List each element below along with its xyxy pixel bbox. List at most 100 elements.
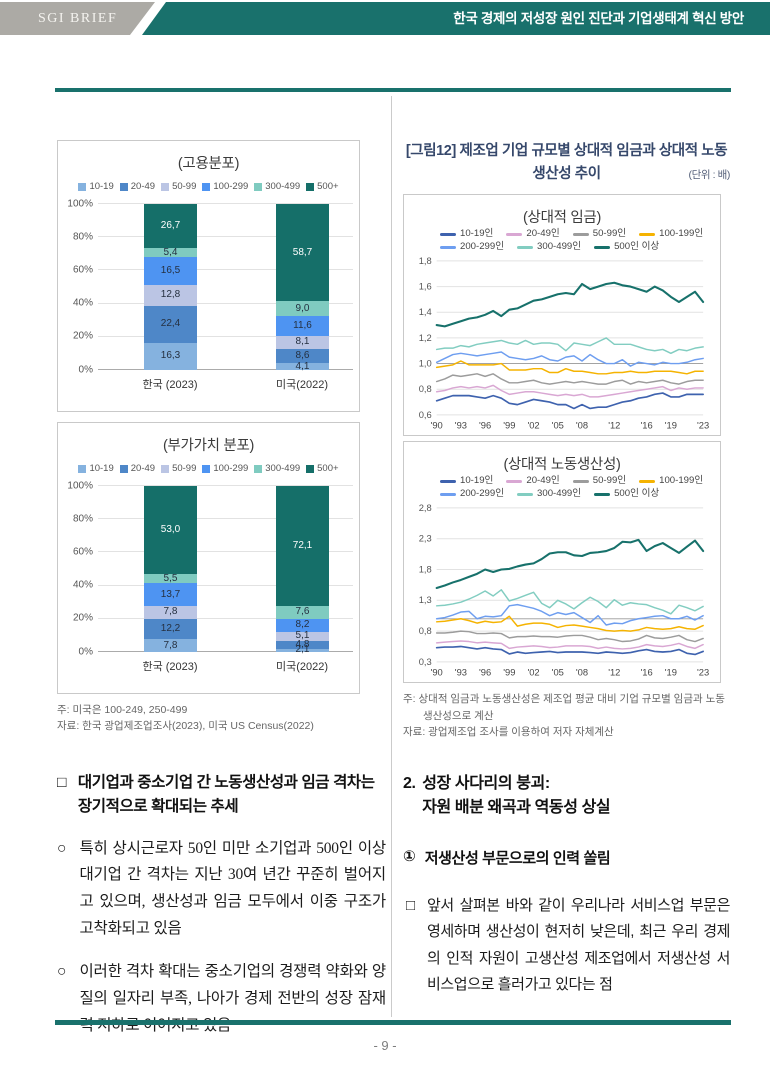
bar-plot-area: 0% 20% 40% 60% 80% 100% 16,3 22,4 12,8 16,5 5,4 26,…: [67, 198, 353, 375]
right-column: [그림12] 제조업 기업 규모별 상대적 임금과 상대적 노동생산성 추이 (…: [403, 140, 730, 998]
legend-line-swatch: [639, 480, 656, 483]
bottom-rule: [55, 1020, 731, 1025]
bullet-item: ○ 특히 상시근로자 50인 미만 소기업과 500인 이상 대기업 간 격차는…: [57, 836, 386, 943]
svg-text:'12: '12: [608, 421, 620, 431]
bar-segment: 22,4: [144, 305, 197, 343]
svg-text:'99: '99: [503, 668, 515, 678]
figure-title-text: [그림12] 제조업 기업 규모별 상대적 임금과 상대적 노동생산성 추이: [405, 143, 728, 183]
relative-wage-chart: (상대적 임금) 10-19인 20-49인 50-99인 100-199인 200-2…: [403, 194, 721, 437]
svg-text:'23: '23: [697, 421, 709, 431]
legend-line-swatch: [594, 246, 611, 249]
legend-swatch: [254, 464, 263, 473]
bar-segment: 72,1: [276, 486, 329, 606]
relative-productivity-chart: (상대적 노동생산성) 10-19인 20-49인 50-99인 100-199인 20…: [403, 441, 721, 684]
legend-swatch: [119, 464, 128, 473]
legend-swatch: [78, 464, 87, 473]
legend-line-swatch: [440, 480, 456, 483]
legend-item: 50-99인: [572, 228, 626, 240]
svg-text:'19: '19: [665, 668, 677, 678]
document-title: 한국 경제의 저성장 원인 진단과 기업생태계 혁신 방안: [453, 11, 744, 26]
svg-text:1,0: 1,0: [419, 359, 432, 369]
legend-item: 10-19인: [440, 475, 493, 487]
svg-text:'02: '02: [527, 421, 539, 431]
bullet-text: 이러한 격차 확대는 중소기업의 경쟁력 약화와 양질의 일자리 부족, 나아가…: [79, 963, 386, 1034]
svg-text:0,6: 0,6: [419, 410, 432, 420]
body-paragraph: □ 앞서 살펴본 바와 같이 우리나라 서비스업 부문은 영세하며 생산성이 현…: [403, 893, 730, 998]
legend-swatch: [306, 182, 315, 191]
chart-body: 10-19 20-49 50-99 100-299 300-499 500+ 0% 20% 40…: [58, 463, 359, 673]
bar-segment: 7,8: [144, 605, 197, 619]
svg-text:'96: '96: [479, 668, 491, 678]
bar-segment: 7,6: [276, 605, 329, 619]
legend-line-swatch: [440, 233, 456, 236]
legend-line-swatch: [506, 480, 523, 483]
bar-segment: 16,5: [144, 257, 197, 285]
chart-body: 10-19 20-49 50-99 100-299 300-499 500+ 0% 20% 40…: [58, 181, 359, 391]
category-label: 미국(2022): [275, 379, 329, 391]
bar-segment: 5,4: [144, 247, 197, 257]
category-label: 미국(2022): [275, 661, 329, 673]
chart-legend: 10-19 20-49 50-99 100-299 300-499 500+: [58, 463, 359, 474]
svg-text:'19: '19: [665, 421, 677, 431]
svg-text:'16: '16: [641, 421, 653, 431]
bar-segment: 11,6: [276, 316, 329, 336]
stacked-bar: 4,1 8,6 8,1 11,6 9,0 58,7: [276, 203, 329, 371]
bar-segment: 58,7: [276, 203, 329, 302]
value-added-distribution-chart: (부가가치 분포) 10-19 20-49 50-99 100-299 300-499 5…: [57, 422, 360, 694]
category-label: 한국 (2023): [142, 661, 198, 673]
stacked-bar: 16,3 22,4 12,8 16,5 5,4 26,7: [144, 203, 197, 370]
svg-text:1,2: 1,2: [419, 333, 432, 343]
svg-text:1,4: 1,4: [419, 308, 432, 318]
svg-text:'96: '96: [479, 421, 491, 431]
chart-legend-row: 200-299인 300-499인 500인 이상: [440, 241, 716, 253]
legend-item: 100-199인: [639, 475, 703, 487]
brand-label: SGI BRIEF: [38, 11, 118, 26]
figure-unit-label: (단위 : 배): [688, 168, 730, 181]
svg-text:'93: '93: [455, 421, 467, 431]
legend-item: 10-19: [78, 463, 114, 474]
section-heading-line1: 성장 사다리의 붕괴:: [422, 775, 550, 793]
employment-distribution-chart: (고용분포) 10-19 20-49 50-99 100-299 300-499 500+…: [57, 140, 360, 412]
legend-line-swatch: [506, 233, 523, 236]
svg-text:'12: '12: [608, 668, 620, 678]
left-column: (고용분포) 10-19 20-49 50-99 100-299 300-499 500+…: [57, 140, 386, 1039]
svg-text:1,3: 1,3: [419, 596, 432, 606]
legend-item: 300-499: [254, 181, 300, 192]
svg-text:0,8: 0,8: [419, 626, 432, 636]
legend-swatch: [254, 182, 263, 191]
bar-segment: 8,1: [276, 335, 329, 349]
section-heading-line2: 자원 배분 왜곡과 역동성 상실: [422, 799, 611, 817]
bullet-item: ○ 이러한 격차 확대는 중소기업의 경쟁력 약화와 양질의 일자리 부족, 나…: [57, 959, 386, 1039]
subsection-heading-text: 저생산성 부문으로의 인력 쏠림: [424, 850, 611, 868]
legend-item: 500인 이상: [594, 241, 659, 253]
legend-swatch: [306, 464, 315, 473]
legend-item: 50-99: [161, 463, 196, 474]
section-heading-text: 성장 사다리의 붕괴: 자원 배분 왜곡과 역동성 상실: [422, 772, 610, 820]
circle-bullet-marker: ○: [57, 839, 67, 857]
square-bullet-marker: □: [57, 773, 66, 791]
svg-text:2,3: 2,3: [419, 534, 432, 544]
figure-12-title: [그림12] 제조업 기업 규모별 상대적 임금과 상대적 노동생산성 추이 (…: [403, 140, 731, 186]
bar-segment: 16,3: [144, 342, 197, 370]
legend-item: 20-49: [119, 463, 155, 474]
svg-text:'16: '16: [641, 668, 653, 678]
source-line: 자료: 한국 광업제조업조사(2023), 미국 US Census(2022): [57, 720, 314, 733]
legend-swatch: [161, 182, 170, 191]
bar-segment: 5,5: [144, 573, 197, 584]
bar-segment: 2,1: [276, 645, 329, 655]
legend-item: 500인 이상: [594, 488, 659, 500]
svg-text:'08: '08: [576, 668, 588, 678]
top-rule: [55, 88, 731, 92]
circled-number-marker: ①: [403, 848, 416, 866]
category-label: 한국 (2023): [142, 379, 198, 391]
svg-text:1,6: 1,6: [419, 282, 432, 292]
legend-item: 20-49인: [506, 475, 560, 487]
chart-title: (상대적 임금): [523, 210, 601, 227]
legend-swatch: [202, 464, 211, 473]
legend-item: 100-199인: [639, 228, 703, 240]
subsection-heading: ① 저생산성 부문으로의 인력 쏠림: [403, 847, 730, 868]
circle-bullet-marker: ○: [57, 963, 67, 981]
stacked-bar: 2,1 4,8 5,1 8,2 7,6 72,1: [276, 486, 329, 655]
svg-text:'93: '93: [455, 668, 467, 678]
